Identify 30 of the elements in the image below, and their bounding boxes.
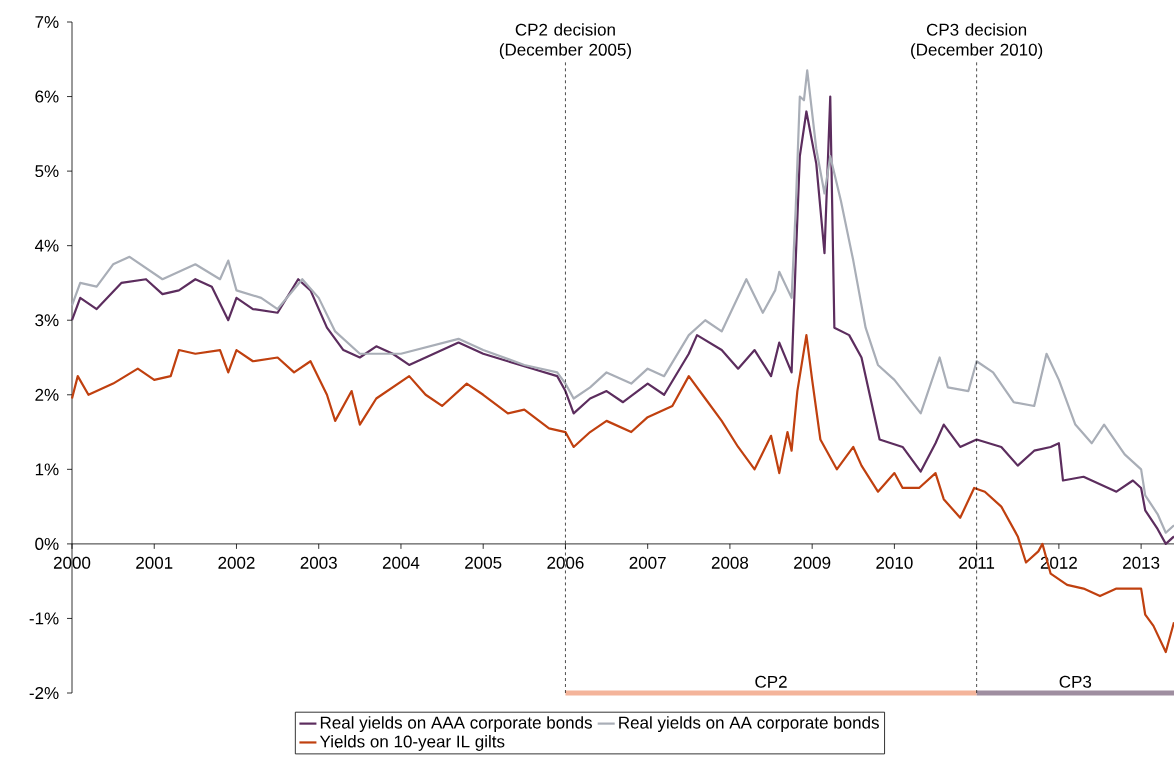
y-tick-label: 5% [35, 165, 59, 178]
x-tick-label: 2007 [629, 556, 666, 569]
y-tick-label: 0% [35, 537, 59, 550]
x-tick-label: 2009 [794, 556, 831, 569]
y-tick-label: 3% [35, 314, 59, 327]
legend-label: Real yields on AA corporate bonds [619, 716, 879, 733]
y-tick-label: 1% [35, 463, 59, 476]
annotation: CP2 [755, 675, 787, 688]
y-tick-label: 2% [35, 388, 59, 401]
annotation: CP3 [1059, 675, 1092, 688]
x-tick-label: 2010 [876, 556, 913, 569]
x-tick-label: 2003 [300, 556, 337, 569]
x-tick-label: 2006 [547, 556, 584, 569]
x-tick-label: 2013 [1123, 556, 1160, 569]
ref-line-label: CP3 decision (December 2010) [911, 23, 1043, 60]
x-tick-label: 2000 [53, 556, 91, 569]
y-tick-label: 4% [34, 239, 59, 252]
x-tick-label: 2004 [382, 556, 420, 569]
ref-line-label: CP2 decision (December 2005) [499, 23, 631, 60]
y-tick-label: 6% [35, 90, 59, 103]
x-tick-label: 2005 [465, 556, 502, 569]
x-tick-label: 2011 [959, 556, 995, 569]
x-tick-label: 2002 [218, 556, 255, 569]
legend-label: Real yields on AAA corporate bonds [320, 716, 592, 733]
x-tick-label: 2001 [136, 556, 173, 569]
y-tick-label: 7% [35, 16, 59, 28]
legend-label: Yields on 10-year IL gilts [319, 735, 505, 751]
y-tick-label: -1% [29, 612, 59, 625]
x-tick-label: 2008 [711, 556, 749, 569]
y-tick-label: -2% [29, 687, 59, 699]
